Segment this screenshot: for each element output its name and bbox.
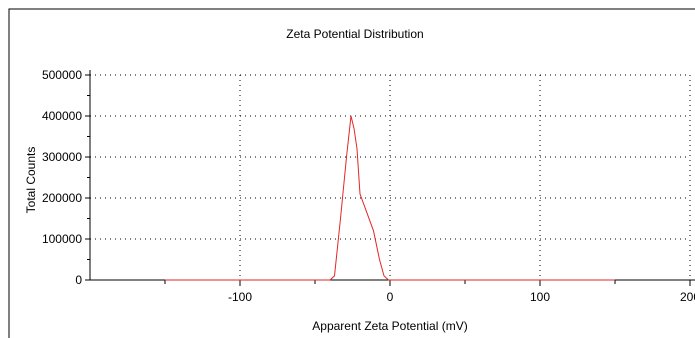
y-tick-label: 400000 <box>42 109 82 123</box>
series-layer <box>165 115 615 281</box>
x-axis-ticks: -100 0 100 200 <box>164 280 695 304</box>
distribution-line <box>165 115 615 281</box>
y-axis-ticks: 0 100000 200000 300000 400000 500000 <box>42 68 90 287</box>
chart-title: Zeta Potential Distribution <box>286 27 423 41</box>
x-tick-label: -100 <box>228 290 252 304</box>
x-axis-label: Apparent Zeta Potential (mV) <box>312 319 467 333</box>
y-tick-label: 500000 <box>42 68 82 82</box>
gridlines <box>90 74 691 280</box>
x-tick-label: 200 <box>680 290 695 304</box>
y-tick-label: 300000 <box>42 150 82 164</box>
y-tick-label: 0 <box>75 273 82 287</box>
x-tick-label: 100 <box>530 290 550 304</box>
x-tick-label: 0 <box>387 290 394 304</box>
axes <box>89 70 695 281</box>
outer-border <box>8 8 695 338</box>
y-axis-label: Total Counts <box>24 147 38 214</box>
y-tick-label: 200000 <box>42 191 82 205</box>
y-tick-label: 100000 <box>42 232 82 246</box>
